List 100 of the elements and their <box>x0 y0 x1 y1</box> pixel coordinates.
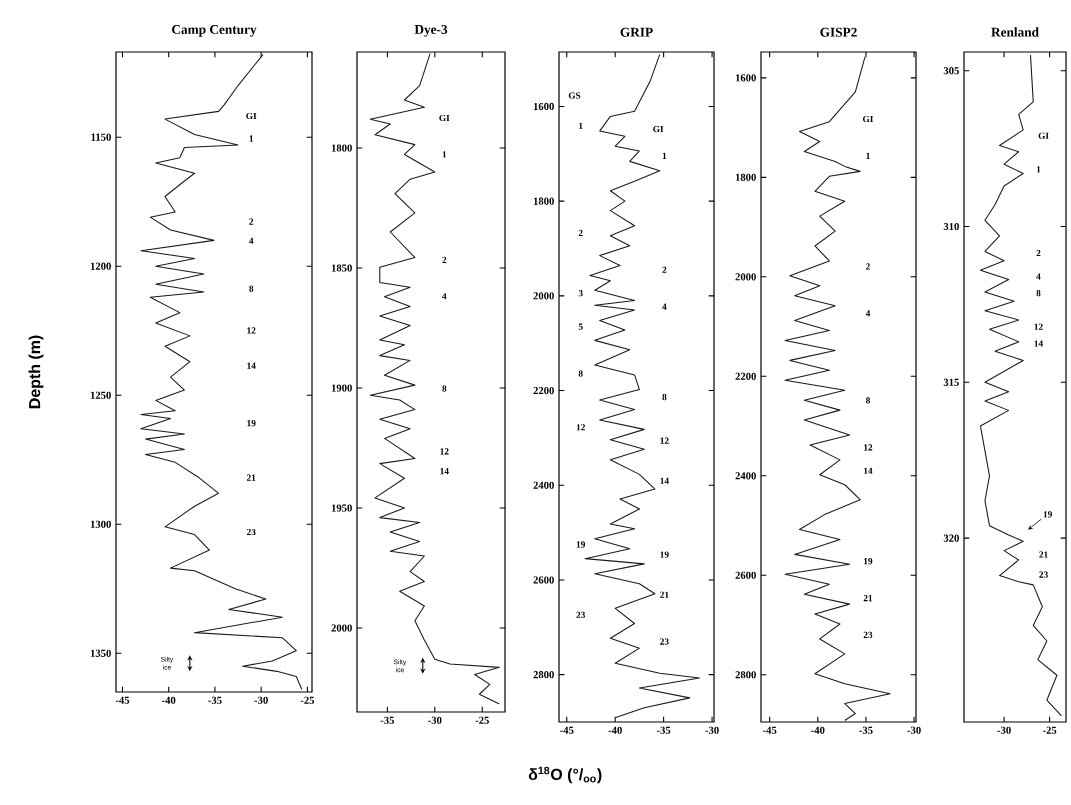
y-tick-label: 1900 <box>331 384 352 392</box>
chart-title: GISP2 <box>820 27 857 37</box>
x-tick-label: -30 <box>907 726 921 734</box>
annotation: 8 <box>865 397 870 404</box>
chart-title: Camp Century <box>172 25 257 37</box>
line-series <box>979 54 1062 717</box>
y-tick-label: 1850 <box>331 264 352 272</box>
x-tick-label: -40 <box>608 726 622 734</box>
chart-title: Dye-3 <box>414 25 448 37</box>
x-tick-label: -35 <box>208 696 222 704</box>
y-tick-label: 2600 <box>735 571 756 579</box>
annotation: 4 <box>249 237 254 244</box>
annotation: 5 <box>578 323 583 330</box>
y-tick-label: 320 <box>943 534 959 542</box>
annotation: 3 <box>578 290 583 297</box>
y-tick-label: 2600 <box>533 576 554 584</box>
y-tick-label: 2400 <box>533 481 554 489</box>
line-series <box>584 53 700 719</box>
annotation: GI <box>1038 132 1049 139</box>
x-tick-label: -45 <box>762 726 777 734</box>
y-tick-label: 2800 <box>735 671 756 679</box>
line-series <box>369 53 500 705</box>
x-tick-label: -45 <box>560 726 574 734</box>
x-tick-label: -25 <box>300 696 315 704</box>
annotation: 12 <box>576 424 585 431</box>
annotation: 12 <box>247 327 256 334</box>
annotation: 8 <box>1036 290 1041 297</box>
y-tick-label: 2200 <box>533 386 554 395</box>
annotation: GI <box>653 125 664 133</box>
annotation: 12 <box>660 437 669 444</box>
annotation: 21 <box>660 591 669 598</box>
y-tick-label: 1350 <box>90 649 111 657</box>
annotation: 8 <box>578 370 583 377</box>
annotation: 2 <box>442 256 447 263</box>
annotation: 19 <box>576 541 586 548</box>
x-tick-label: -30 <box>254 696 268 704</box>
annotation: 4 <box>1036 273 1041 280</box>
annotation: 1 <box>579 122 583 129</box>
y-tick-label: 315 <box>943 378 959 386</box>
annotation: 14 <box>1034 340 1043 347</box>
y-tick-label: 1250 <box>90 391 111 399</box>
annotation: 8 <box>442 385 447 392</box>
annotation: 21 <box>863 594 873 602</box>
x-tick-label: -30 <box>705 726 719 734</box>
annotation: 14 <box>440 468 449 475</box>
annotation: 2 <box>578 229 583 236</box>
y-tick-label: 1800 <box>331 144 352 152</box>
annotation: 19 <box>864 558 873 565</box>
y-tick-label: 2000 <box>735 273 756 281</box>
annotation: 12 <box>1034 323 1043 330</box>
annotation: 2 <box>662 266 667 273</box>
annotation: 1 <box>249 135 254 142</box>
annotation: 23 <box>863 631 873 639</box>
x-tick-label: -40 <box>162 696 176 704</box>
annotation: 4 <box>865 310 871 317</box>
annotation: 23 <box>246 528 256 536</box>
y-tick-label: 1600 <box>735 74 756 82</box>
chart-title: GRIP <box>620 27 653 37</box>
y-tick-label: 2000 <box>331 624 352 632</box>
y-tick-label: 1800 <box>533 197 554 205</box>
annotation: 1 <box>866 152 870 159</box>
annotation: 14 <box>660 477 669 484</box>
annotation: 2 <box>866 263 870 270</box>
y-tick-label: 2000 <box>533 292 554 300</box>
line-series <box>140 54 303 690</box>
annotation: 8 <box>662 393 667 401</box>
annotation: 23 <box>576 611 586 618</box>
x-tick-label: -30 <box>428 716 442 724</box>
annotation: 19 <box>247 420 256 427</box>
annotation: GS <box>568 92 581 99</box>
y-axis-title: Depth (m) <box>28 335 44 409</box>
x-tick-label: -35 <box>859 726 873 734</box>
annotation: 12 <box>440 448 449 455</box>
annotation: GI <box>439 114 450 122</box>
y-tick-label: 1800 <box>735 173 756 181</box>
annotation: 1 <box>442 151 447 158</box>
annotation: 1 <box>662 152 667 159</box>
annotation: 21 <box>246 474 256 481</box>
y-tick-label: 2200 <box>735 372 756 380</box>
annotation: 23 <box>1039 571 1048 578</box>
x-tick-label: -30 <box>997 726 1011 734</box>
y-tick-label: 1600 <box>533 102 554 111</box>
annotation: GI <box>246 112 257 120</box>
annotation: 19 <box>1043 511 1052 518</box>
annotation: 14 <box>864 467 873 474</box>
y-tick-label: 1950 <box>331 504 352 512</box>
annotation: 12 <box>864 444 873 451</box>
y-tick-label: 2800 <box>533 671 554 679</box>
y-tick-label: 1300 <box>90 520 111 528</box>
annotation: 1 <box>1036 166 1041 173</box>
x-tick-label: -45 <box>115 696 130 704</box>
annotation: GI <box>862 115 874 123</box>
y-tick-label: 1200 <box>90 262 111 270</box>
annotation: 2 <box>249 218 254 225</box>
annotation: 23 <box>660 638 669 645</box>
y-tick-label: 305 <box>943 67 959 75</box>
x-axis-title: δ$^{18}$O (°/$_{oo}$) <box>528 766 602 784</box>
chart-title: Renland <box>991 27 1039 37</box>
x-tick-label: -40 <box>811 726 825 734</box>
y-tick-label: 2400 <box>735 472 756 480</box>
